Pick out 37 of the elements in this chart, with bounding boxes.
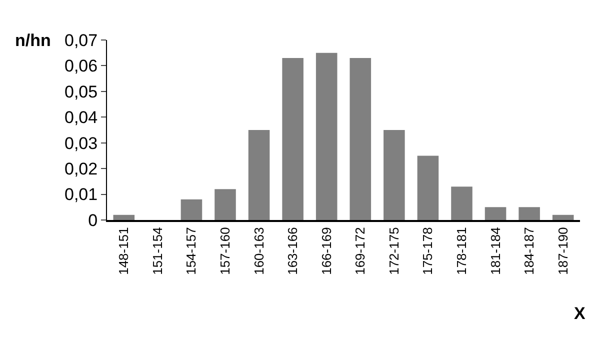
x-tick-label: 148-151 [116,227,132,275]
bar [180,199,202,220]
x-tick-label: 154-157 [184,227,199,275]
x-tick-label: 169-172 [352,227,368,275]
y-tick-label: 0,04 [64,108,98,128]
bar [451,186,472,220]
bar [316,52,338,220]
bar [113,214,135,220]
bar [484,207,506,220]
y-tick-label: 0,07 [64,30,98,50]
y-tick-label: 0,01 [64,185,98,204]
y-tick-label: 0,05 [64,82,98,102]
y-tick-label: 0 [88,210,98,230]
x-tick-label: 163-166 [285,227,300,275]
x-axis-title: X [574,304,586,323]
bar [350,58,372,220]
x-tick-label: 157-160 [217,227,232,275]
bar [248,130,270,220]
y-tick-label: 0,02 [64,160,98,179]
bar [417,156,439,220]
x-tick-label: 172-175 [386,227,402,275]
x-tick-label: 187-190 [555,227,570,275]
x-tick-label: 184-187 [522,227,537,275]
x-tick-label: 178-181 [454,227,469,275]
x-tick-label: 181-184 [488,227,503,275]
y-tick-label: 0,03 [64,134,98,153]
bar [518,207,540,220]
bar [384,130,405,220]
x-tick-label: 166-169 [318,227,334,275]
y-tick-label: 0,06 [64,56,98,76]
x-tick-label: 175-178 [420,227,436,275]
x-tick-label: 160-163 [251,227,266,275]
bar [214,189,236,220]
y-axis-title: n/hn [15,31,51,50]
bar [552,214,574,220]
x-tick-label: 151-154 [150,227,165,275]
bar [282,58,304,220]
